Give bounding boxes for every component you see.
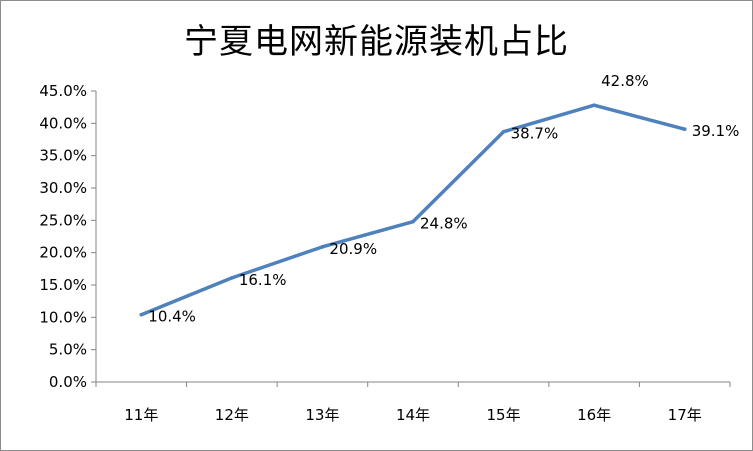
data-point (320, 245, 325, 249)
x-tick-label: 13年 (305, 406, 339, 424)
y-tick-label: 10.0% (39, 308, 87, 326)
data-label: 20.9% (329, 240, 377, 258)
data-label: 39.1% (692, 122, 740, 140)
x-tick-label: 11年 (124, 406, 158, 424)
x-tick-label: 12年 (215, 406, 249, 424)
data-label: 10.4% (148, 308, 196, 326)
chart-title: 宁夏电网新能源装机占比 (184, 22, 569, 62)
series-line (139, 103, 687, 317)
y-tick-label: 5.0% (49, 341, 87, 359)
x-tick-label: 14年 (396, 406, 430, 424)
data-point (592, 103, 596, 108)
y-tick-label: 35.0% (39, 147, 87, 165)
data-point (230, 276, 234, 280)
data-point (411, 219, 415, 224)
y-tick-label: 40.0% (39, 114, 87, 132)
x-tick-label: 16年 (577, 406, 611, 424)
y-tick-label: 30.0% (39, 179, 87, 197)
y-tick-label: 45.0% (39, 82, 87, 100)
data-point (139, 312, 144, 317)
data-point (501, 129, 506, 134)
x-tick-label: 15年 (487, 406, 521, 424)
data-point (682, 127, 687, 131)
data-label: 24.8% (420, 215, 468, 233)
y-tick-label: 25.0% (39, 211, 87, 229)
data-label: 16.1% (239, 271, 287, 289)
y-tick-label: 20.0% (39, 244, 87, 262)
x-tick-label: 17年 (668, 406, 702, 424)
data-label: 42.8% (601, 72, 649, 90)
data-label: 38.7% (511, 125, 559, 143)
y-tick-label: 0.0% (49, 373, 87, 391)
y-tick-label: 15.0% (39, 276, 87, 294)
